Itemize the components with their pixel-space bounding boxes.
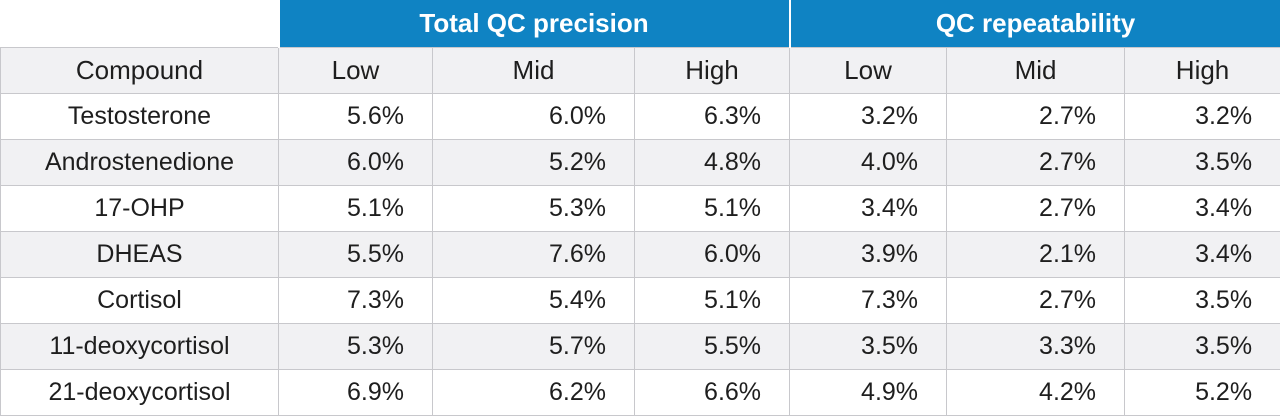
table-cell: 6.2% (433, 370, 635, 416)
compound-name: Androstenedione (1, 140, 279, 186)
table-cell: 5.1% (635, 186, 790, 232)
table-cell: 5.7% (433, 324, 635, 370)
column-header-repeatability-mid: Mid (947, 48, 1125, 94)
group-header-qc-repeatability: QC repeatability (790, 0, 1280, 48)
table-cell: 4.0% (790, 140, 947, 186)
compound-name: DHEAS (1, 232, 279, 278)
table-cell: 3.3% (947, 324, 1125, 370)
table-cell: 3.4% (1125, 232, 1280, 278)
group-header-blank (1, 0, 279, 48)
table-cell: 6.6% (635, 370, 790, 416)
table-row: 21-deoxycortisol 6.9% 6.2% 6.6% 4.9% 4.2… (1, 370, 1280, 416)
column-header-compound: Compound (1, 48, 279, 94)
column-header-precision-mid: Mid (433, 48, 635, 94)
table-cell: 5.2% (433, 140, 635, 186)
table-cell: 3.4% (790, 186, 947, 232)
table-cell: 7.3% (790, 278, 947, 324)
table-cell: 5.3% (279, 324, 433, 370)
table-cell: 3.9% (790, 232, 947, 278)
table-cell: 3.5% (790, 324, 947, 370)
table-row: Testosterone 5.6% 6.0% 6.3% 3.2% 2.7% 3.… (1, 94, 1280, 140)
table-row: 17-OHP 5.1% 5.3% 5.1% 3.4% 2.7% 3.4% (1, 186, 1280, 232)
table-cell: 3.5% (1125, 278, 1280, 324)
table-cell: 4.2% (947, 370, 1125, 416)
table-cell: 5.6% (279, 94, 433, 140)
table-cell: 5.1% (279, 186, 433, 232)
table-cell: 4.8% (635, 140, 790, 186)
column-header-repeatability-low: Low (790, 48, 947, 94)
table-cell: 6.0% (279, 140, 433, 186)
table-cell: 2.7% (947, 94, 1125, 140)
table-cell: 5.4% (433, 278, 635, 324)
table-cell: 3.5% (1125, 324, 1280, 370)
group-header-total-qc-precision: Total QC precision (279, 0, 790, 48)
table-cell: 5.5% (279, 232, 433, 278)
table-row: Cortisol 7.3% 5.4% 5.1% 7.3% 2.7% 3.5% (1, 278, 1280, 324)
table-row: DHEAS 5.5% 7.6% 6.0% 3.9% 2.1% 3.4% (1, 232, 1280, 278)
table-cell: 5.5% (635, 324, 790, 370)
column-header-row: Compound Low Mid High Low Mid High (1, 48, 1280, 94)
table-cell: 7.3% (279, 278, 433, 324)
table-cell: 5.1% (635, 278, 790, 324)
table-cell: 3.2% (1125, 94, 1280, 140)
compound-name: Cortisol (1, 278, 279, 324)
table-row: Androstenedione 6.0% 5.2% 4.8% 4.0% 2.7%… (1, 140, 1280, 186)
compound-name: 11-deoxycortisol (1, 324, 279, 370)
table-cell: 4.9% (790, 370, 947, 416)
table-cell: 2.7% (947, 186, 1125, 232)
table-cell: 6.0% (433, 94, 635, 140)
compound-name: Testosterone (1, 94, 279, 140)
table-cell: 6.9% (279, 370, 433, 416)
column-header-repeatability-high: High (1125, 48, 1280, 94)
table-cell: 5.3% (433, 186, 635, 232)
table-cell: 2.7% (947, 140, 1125, 186)
table-cell: 2.7% (947, 278, 1125, 324)
compound-name: 21-deoxycortisol (1, 370, 279, 416)
table-cell: 3.4% (1125, 186, 1280, 232)
table-cell: 6.0% (635, 232, 790, 278)
column-header-precision-low: Low (279, 48, 433, 94)
table-row: 11-deoxycortisol 5.3% 5.7% 5.5% 3.5% 3.3… (1, 324, 1280, 370)
table-cell: 5.2% (1125, 370, 1280, 416)
table-cell: 3.5% (1125, 140, 1280, 186)
table-cell: 7.6% (433, 232, 635, 278)
compound-name: 17-OHP (1, 186, 279, 232)
table-cell: 3.2% (790, 94, 947, 140)
table-cell: 6.3% (635, 94, 790, 140)
group-header-row: Total QC precision QC repeatability (1, 0, 1280, 48)
table-cell: 2.1% (947, 232, 1125, 278)
column-header-precision-high: High (635, 48, 790, 94)
